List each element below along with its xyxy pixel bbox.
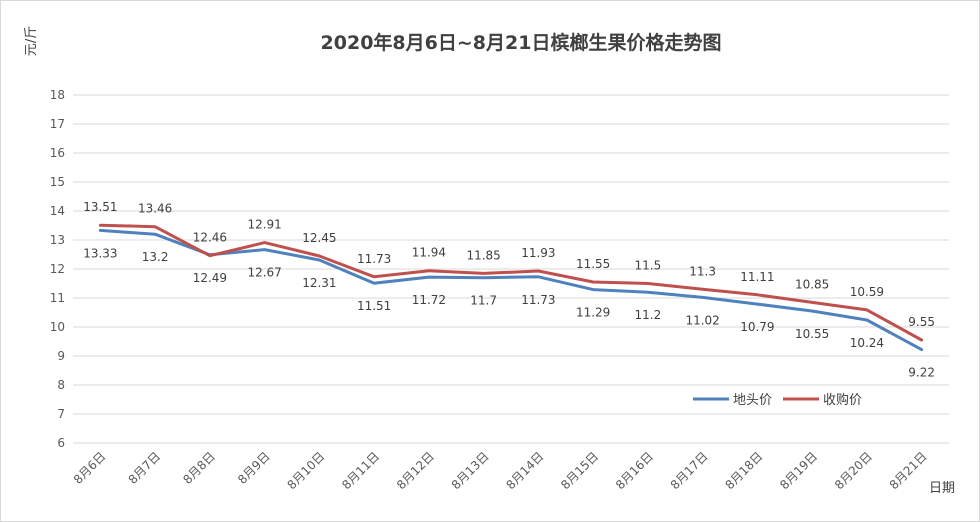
data-label: 11.5 [635, 259, 662, 273]
data-label: 12.49 [193, 271, 227, 285]
x-tick-label: 8月21日 [887, 449, 930, 492]
data-label: 12.46 [193, 231, 227, 245]
x-tick-label: 8月14日 [503, 449, 546, 492]
x-tick-label: 8月12日 [394, 449, 437, 492]
x-tick-label: 8月10日 [284, 449, 327, 492]
legend-label: 地头价 [733, 393, 772, 408]
data-label: 10.85 [795, 277, 829, 291]
x-tick-label: 8月8日 [180, 449, 218, 487]
data-label: 12.67 [247, 266, 281, 280]
legend: 地头价 收购价 [693, 392, 862, 408]
data-label: 10.24 [850, 336, 884, 350]
data-labels: 13.33 13.2 12.49 12.67 12.31 11.51 11.72 11.7 11… [83, 200, 935, 379]
data-label: 10.79 [740, 320, 774, 334]
data-label: 11.55 [576, 257, 610, 271]
data-label: 12.31 [302, 276, 336, 290]
data-label: 11.73 [521, 293, 555, 307]
gridlines [73, 94, 949, 444]
data-label: 11.02 [685, 313, 719, 327]
data-label: 10.59 [850, 285, 884, 299]
data-label: 12.45 [302, 231, 336, 245]
data-label: 11.29 [576, 306, 610, 320]
data-label: 11.73 [357, 252, 391, 266]
series-line-1 [98, 223, 924, 342]
data-label: 11.94 [412, 246, 446, 260]
data-label: 11.3 [689, 264, 716, 278]
y-axis-ticks: 6 7 8 9 10 11 12 13 14 15 16 17 18 [50, 88, 65, 450]
data-label: 9.22 [908, 366, 935, 380]
series-layer [98, 223, 924, 352]
y-tick-label: 9 [57, 349, 65, 363]
legend-label: 收购价 [823, 392, 862, 408]
x-tick-label: 8月15日 [558, 449, 601, 492]
x-tick-label: 8月19日 [777, 449, 820, 492]
series-line-0 [98, 228, 924, 352]
data-label: 13.46 [138, 202, 172, 216]
x-tick-label: 8月7日 [126, 449, 164, 487]
data-label: 11.72 [412, 293, 446, 307]
y-tick-label: 13 [50, 233, 65, 247]
data-label: 11.51 [357, 299, 391, 313]
data-label: 10.55 [795, 327, 829, 341]
data-label: 11.11 [740, 270, 774, 284]
x-tick-label: 8月13日 [449, 449, 492, 492]
data-label: 13.33 [83, 246, 117, 260]
y-tick-label: 14 [50, 204, 65, 218]
data-label: 12.91 [247, 218, 281, 232]
y-axis-label: 元/斤 [24, 26, 39, 56]
y-tick-label: 18 [50, 88, 65, 102]
data-label: 9.55 [908, 315, 935, 329]
x-tick-label: 8月18日 [722, 449, 765, 492]
y-tick-label: 16 [50, 146, 65, 160]
y-tick-label: 15 [50, 175, 65, 189]
data-label: 13.51 [83, 200, 117, 214]
x-tick-label: 8月11日 [339, 449, 382, 492]
data-label: 11.93 [521, 246, 555, 260]
y-tick-label: 10 [50, 320, 65, 334]
y-tick-label: 17 [50, 117, 65, 131]
y-tick-label: 12 [50, 262, 65, 276]
x-axis-ticks: 8月6日 8月7日 8月8日 8月9日 8月10日 8月11日 8月12日 8月13日 8月14… [71, 449, 930, 492]
data-label: 11.7 [470, 294, 497, 308]
y-tick-label: 6 [57, 436, 65, 450]
x-tick-label: 8月16日 [613, 449, 656, 492]
data-label: 11.2 [635, 308, 662, 322]
x-tick-label: 8月9日 [235, 449, 273, 487]
x-axis-label: 日期 [929, 481, 955, 496]
chart-title: 2020年8月6日~8月21日槟榔生果价格走势图 [321, 31, 722, 54]
y-tick-label: 11 [50, 291, 65, 305]
x-tick-label: 8月20日 [832, 449, 875, 492]
data-label: 11.85 [466, 248, 500, 262]
data-label: 13.2 [142, 250, 169, 264]
y-tick-label: 7 [57, 407, 65, 421]
x-tick-label: 8月6日 [71, 449, 109, 487]
y-tick-label: 8 [57, 378, 65, 392]
x-tick-label: 8月17日 [668, 449, 711, 492]
